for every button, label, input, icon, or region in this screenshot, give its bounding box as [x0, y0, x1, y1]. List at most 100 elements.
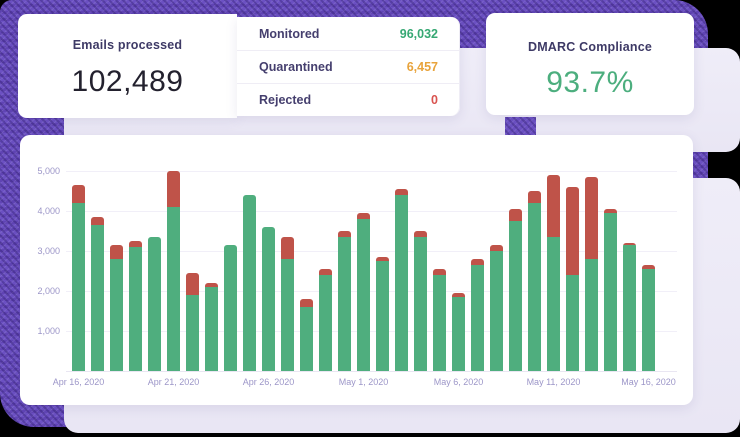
- bar-segment-red: [509, 209, 522, 221]
- gridline: [66, 331, 677, 332]
- bar-segment-red: [376, 257, 389, 261]
- bar-segment-red: [642, 265, 655, 269]
- bar-segment-green: [376, 261, 389, 371]
- emails-processed-value: 102,489: [71, 65, 184, 98]
- gridline: [66, 171, 677, 172]
- bar-segment-red: [585, 177, 598, 259]
- stat-label-rejected: Rejected: [259, 93, 312, 107]
- bar-may-9-2020[interactable]: [509, 209, 522, 371]
- bar-apr-19-2020[interactable]: [129, 241, 142, 371]
- bar-segment-green: [623, 245, 636, 371]
- bar-may-12-2020[interactable]: [566, 187, 579, 371]
- bar-segment-green: [395, 195, 408, 371]
- bar-may-15-2020[interactable]: [623, 243, 636, 371]
- bar-may-8-2020[interactable]: [490, 245, 503, 371]
- bar-segment-red: [91, 217, 104, 225]
- x-axis-tick-label: Apr 21, 2020: [147, 377, 200, 387]
- bar-may-4-2020[interactable]: [414, 231, 427, 371]
- dmarc-compliance-title: DMARC Compliance: [527, 40, 653, 54]
- bar-segment-green: [262, 227, 275, 371]
- email-stats-card: Monitored 96,032 Quarantined 6,457 Rejec…: [237, 17, 460, 116]
- bar-segment-red: [300, 299, 313, 307]
- bar-segment-green: [471, 265, 484, 371]
- bar-may-1-2020[interactable]: [357, 213, 370, 371]
- bar-segment-green: [490, 251, 503, 371]
- bar-segment-red: [452, 293, 465, 297]
- bar-segment-green: [281, 259, 294, 371]
- bar-apr-27-2020[interactable]: [281, 237, 294, 371]
- bar-apr-26-2020[interactable]: [262, 227, 275, 371]
- bar-segment-green: [167, 207, 180, 371]
- stat-value-rejected: 0: [431, 93, 438, 107]
- emails-processed-card: Emails processed 102,489: [18, 14, 237, 118]
- bar-may-13-2020[interactable]: [585, 177, 598, 371]
- bar-apr-21-2020[interactable]: [167, 171, 180, 371]
- x-axis-line: [66, 371, 677, 372]
- bar-segment-red: [566, 187, 579, 275]
- bar-segment-green: [129, 247, 142, 371]
- stat-value-quarantined: 6,457: [406, 60, 438, 74]
- y-axis-tick-label: 1,000: [37, 326, 60, 336]
- x-axis-tick-label: Apr 16, 2020: [52, 377, 105, 387]
- bar-segment-red: [490, 245, 503, 251]
- bar-segment-red: [167, 171, 180, 207]
- bar-may-10-2020[interactable]: [528, 191, 541, 371]
- bar-segment-red: [129, 241, 142, 247]
- bar-segment-green: [452, 297, 465, 371]
- bar-segment-red: [471, 259, 484, 265]
- y-axis-tick-label: 3,000: [37, 246, 60, 256]
- bar-apr-30-2020[interactable]: [338, 231, 351, 371]
- bar-may-14-2020[interactable]: [604, 209, 617, 371]
- x-axis-tick-label: May 16, 2020: [621, 377, 676, 387]
- bar-segment-red: [281, 237, 294, 259]
- bar-segment-green: [604, 213, 617, 371]
- bar-segment-green: [357, 219, 370, 371]
- bar-apr-20-2020[interactable]: [148, 237, 161, 371]
- stat-label-quarantined: Quarantined: [259, 60, 333, 74]
- bar-segment-red: [319, 269, 332, 275]
- bar-segment-red: [186, 273, 199, 295]
- dmarc-compliance-card: DMARC Compliance 93.7%: [486, 13, 694, 115]
- y-axis-tick-label: 2,000: [37, 286, 60, 296]
- bar-apr-24-2020[interactable]: [224, 245, 237, 371]
- bar-segment-red: [72, 185, 85, 203]
- bar-segment-green: [186, 295, 199, 371]
- stat-label-monitored: Monitored: [259, 26, 320, 41]
- stat-row-monitored: Monitored 96,032: [237, 17, 460, 50]
- y-axis-tick-label: 4,000: [37, 206, 60, 216]
- bar-segment-green: [72, 203, 85, 371]
- bar-apr-16-2020[interactable]: [72, 185, 85, 371]
- bar-segment-red: [338, 231, 351, 237]
- bar-may-3-2020[interactable]: [395, 189, 408, 371]
- bar-segment-red: [547, 175, 560, 237]
- bar-may-16-2020[interactable]: [642, 265, 655, 371]
- bar-apr-25-2020[interactable]: [243, 195, 256, 371]
- bar-may-2-2020[interactable]: [376, 257, 389, 371]
- bar-apr-18-2020[interactable]: [110, 245, 123, 371]
- email-volume-chart-card: 1,000 2,000 3,000 4,000 5,000 Apr 16, 2020 Apr…: [20, 135, 693, 405]
- bar-segment-green: [205, 287, 218, 371]
- bar-segment-green: [566, 275, 579, 371]
- bar-segment-red: [623, 243, 636, 245]
- stat-value-monitored: 96,032: [399, 26, 438, 41]
- bar-may-6-2020[interactable]: [452, 293, 465, 371]
- bar-may-7-2020[interactable]: [471, 259, 484, 371]
- bar-apr-28-2020[interactable]: [300, 299, 313, 371]
- bar-segment-green: [642, 269, 655, 371]
- gridline: [66, 251, 677, 252]
- dmarc-compliance-value: 93.7%: [546, 66, 634, 99]
- bar-segment-red: [604, 209, 617, 213]
- bar-apr-22-2020[interactable]: [186, 273, 199, 371]
- bar-may-11-2020[interactable]: [547, 175, 560, 371]
- bar-segment-red: [395, 189, 408, 195]
- bar-apr-17-2020[interactable]: [91, 217, 104, 371]
- bar-segment-red: [357, 213, 370, 219]
- bar-apr-29-2020[interactable]: [319, 269, 332, 371]
- bar-segment-green: [509, 221, 522, 371]
- bar-apr-23-2020[interactable]: [205, 283, 218, 371]
- x-axis-tick-label: May 1, 2020: [338, 377, 389, 387]
- bar-segment-green: [528, 203, 541, 371]
- bar-segment-green: [433, 275, 446, 371]
- bar-segment-green: [224, 245, 237, 371]
- bar-may-5-2020[interactable]: [433, 269, 446, 371]
